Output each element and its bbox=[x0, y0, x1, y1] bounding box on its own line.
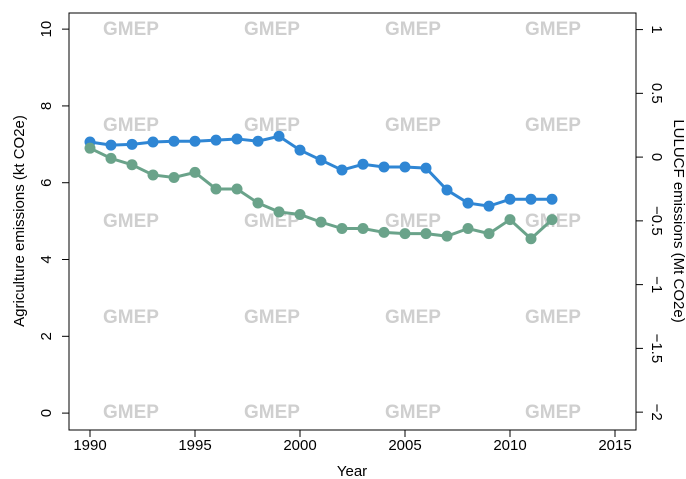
point bbox=[504, 214, 516, 226]
point bbox=[273, 130, 285, 142]
point bbox=[126, 138, 138, 150]
watermark: GMEP bbox=[385, 115, 441, 136]
point bbox=[252, 197, 264, 209]
watermark: GMEP bbox=[244, 402, 300, 423]
point bbox=[147, 169, 159, 181]
point bbox=[168, 135, 180, 147]
point bbox=[336, 223, 348, 235]
watermark: GMEP bbox=[244, 307, 300, 328]
y-tick-label: 0 bbox=[38, 409, 55, 417]
y2-tick-label: −1.5 bbox=[648, 334, 665, 364]
x-tick-label: 1995 bbox=[178, 437, 211, 454]
watermark: GMEP bbox=[103, 211, 159, 232]
point bbox=[483, 200, 495, 212]
watermark: GMEP bbox=[525, 115, 581, 136]
point bbox=[210, 183, 222, 195]
y2-tick-label: −0.5 bbox=[648, 206, 665, 236]
watermark: GMEP bbox=[244, 211, 300, 232]
point bbox=[378, 226, 390, 238]
y2-tick-label: 0.5 bbox=[648, 83, 665, 104]
point bbox=[462, 197, 474, 209]
point bbox=[357, 158, 369, 170]
x-tick-label: 2010 bbox=[493, 437, 526, 454]
point bbox=[525, 193, 537, 205]
point bbox=[315, 154, 327, 166]
point bbox=[231, 133, 243, 145]
watermark: GMEP bbox=[244, 19, 300, 40]
x-tick-label: 1990 bbox=[73, 437, 106, 454]
point bbox=[126, 159, 138, 171]
point bbox=[168, 172, 180, 184]
watermark: GMEP bbox=[525, 402, 581, 423]
y2-tick-label: 1 bbox=[648, 25, 665, 33]
point bbox=[147, 136, 159, 148]
y-tick-label: 2 bbox=[38, 332, 55, 340]
point bbox=[462, 223, 474, 235]
point bbox=[399, 161, 411, 173]
point bbox=[546, 214, 558, 226]
watermark: GMEP bbox=[103, 19, 159, 40]
watermark: GMEP bbox=[525, 19, 581, 40]
point bbox=[84, 142, 96, 154]
point bbox=[189, 166, 201, 178]
point bbox=[294, 144, 306, 156]
point bbox=[378, 161, 390, 173]
point bbox=[420, 228, 432, 240]
watermark: GMEP bbox=[385, 211, 441, 232]
point bbox=[189, 135, 201, 147]
point bbox=[294, 208, 306, 220]
x-axis-label: Year bbox=[337, 463, 367, 479]
point bbox=[315, 216, 327, 228]
point bbox=[504, 193, 516, 205]
point bbox=[252, 135, 264, 147]
watermark: GMEP bbox=[103, 307, 159, 328]
series-line bbox=[89, 134, 552, 208]
point bbox=[483, 228, 495, 240]
point bbox=[420, 162, 432, 174]
point bbox=[546, 193, 558, 205]
y2-tick-label: −2 bbox=[648, 404, 665, 421]
y2-tick-label: 0 bbox=[648, 153, 665, 161]
point bbox=[441, 230, 453, 242]
point bbox=[210, 134, 222, 146]
point bbox=[105, 152, 117, 164]
point bbox=[105, 139, 117, 151]
watermark: GMEP bbox=[244, 115, 300, 136]
point bbox=[399, 228, 411, 240]
watermark: GMEP bbox=[385, 402, 441, 423]
y-tick-label: 8 bbox=[38, 102, 55, 110]
watermark: GMEP bbox=[103, 402, 159, 423]
y-tick-label: 6 bbox=[38, 179, 55, 187]
plot-frame bbox=[68, 12, 637, 431]
y-axis-label: Agriculture emissions (kt CO2e) bbox=[11, 115, 28, 327]
x-tick-label: 2000 bbox=[283, 437, 316, 454]
y2-tick-label: −1 bbox=[648, 276, 665, 293]
y2-axis-label: LULUCF emissions (Mt CO2e) bbox=[670, 119, 686, 322]
watermark: GMEP bbox=[385, 19, 441, 40]
point bbox=[273, 206, 285, 218]
point bbox=[231, 183, 243, 195]
point bbox=[357, 223, 369, 235]
point bbox=[441, 184, 453, 196]
watermark: GMEP bbox=[103, 115, 159, 136]
y-tick-label: 10 bbox=[38, 21, 55, 38]
x-tick-label: 2015 bbox=[598, 437, 631, 454]
watermark: GMEP bbox=[525, 307, 581, 328]
watermark: GMEP bbox=[385, 307, 441, 328]
point bbox=[336, 164, 348, 176]
point bbox=[525, 233, 537, 245]
y-tick-label: 4 bbox=[38, 255, 55, 263]
x-tick-label: 2005 bbox=[388, 437, 421, 454]
